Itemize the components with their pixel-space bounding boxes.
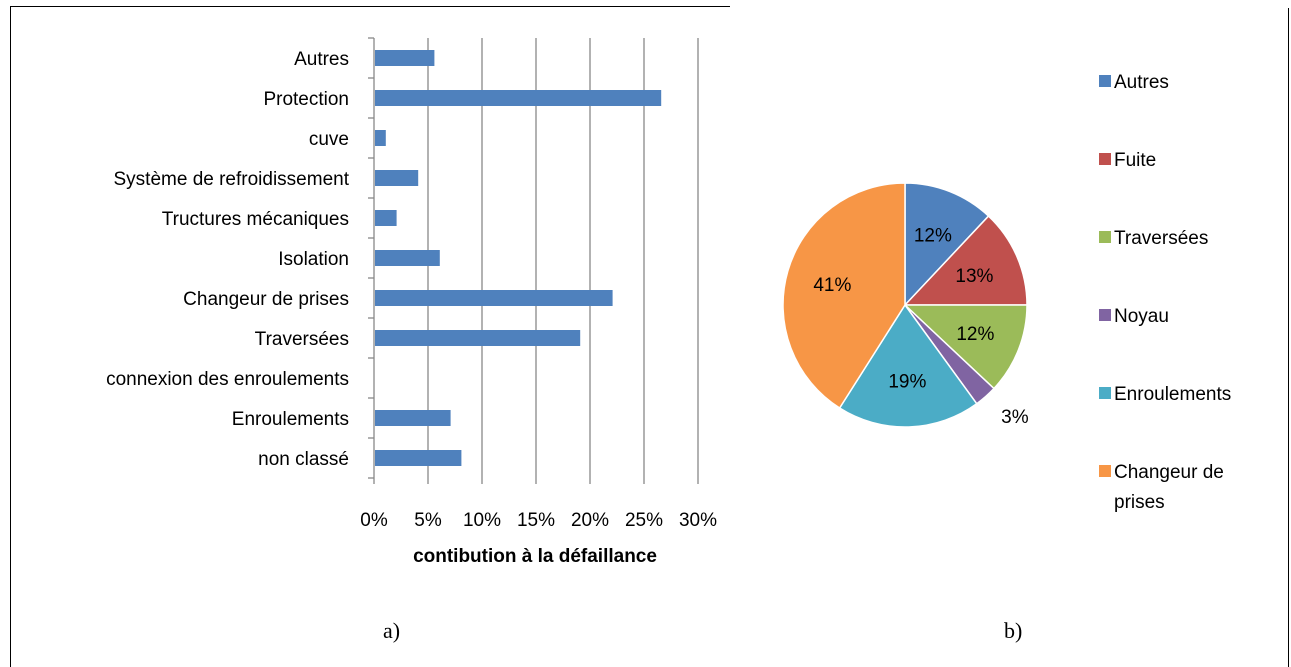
legend-label: Fuite xyxy=(1114,150,1156,171)
pie-slice xyxy=(838,303,978,428)
bar xyxy=(375,410,451,426)
pie-slice xyxy=(904,182,990,307)
legend-swatch xyxy=(1099,153,1111,165)
bar-category-label: Isolation xyxy=(278,249,349,270)
legend-label: Autres xyxy=(1114,72,1169,93)
bar xyxy=(375,170,419,186)
bar xyxy=(375,90,662,106)
caption-a: a) xyxy=(383,618,401,643)
bar-category-label: Protection xyxy=(263,89,349,110)
bar-category-label: Tructures mécaniques xyxy=(162,209,349,230)
legend-label: Changeur de xyxy=(1114,462,1224,483)
bar-category-label: Traversées xyxy=(255,329,349,350)
legend-swatch xyxy=(1099,309,1111,321)
pie-data-label: 3% xyxy=(1001,407,1029,428)
bar xyxy=(375,250,440,266)
pie-data-label: 13% xyxy=(955,266,993,287)
legend-label: Noyau xyxy=(1114,306,1169,327)
bar-category-label: Système de refroidissement xyxy=(114,169,350,190)
legend-label: Traversées xyxy=(1114,228,1208,249)
pie-slice xyxy=(782,182,906,410)
pie-data-label: 19% xyxy=(888,372,926,393)
bar-x-tick-label: 20% xyxy=(571,510,609,531)
bar-x-tick-label: 5% xyxy=(414,510,442,531)
bar-series xyxy=(375,50,662,466)
frame-gap xyxy=(730,4,1290,8)
bar-category-label: non classé xyxy=(258,449,349,470)
pie-data-label: 41% xyxy=(813,275,851,296)
bar-category-label: Autres xyxy=(294,49,349,70)
bar-gridlines xyxy=(368,37,699,484)
pie-data-label: 12% xyxy=(956,324,994,345)
bar-category-label: connexion des enroulements xyxy=(106,369,349,390)
bar xyxy=(375,290,613,306)
pie-data-label: 12% xyxy=(914,226,952,247)
bar xyxy=(375,130,386,146)
bar xyxy=(375,450,462,466)
legend-swatch xyxy=(1099,75,1111,87)
bar-category-labels: Autres Protection cuve Système de refroidis… xyxy=(106,49,350,470)
bar-x-tick-label: 10% xyxy=(463,510,501,531)
bar-category-label: Changeur de prises xyxy=(183,289,349,310)
pie-chart-b: 12%13%12%3%19%41% AutresFuiteTraverséesN… xyxy=(782,72,1231,513)
caption-b: b) xyxy=(1004,618,1023,643)
pie-slices xyxy=(782,182,1028,428)
legend-swatch xyxy=(1099,231,1111,243)
figure-frame xyxy=(10,6,1289,667)
bar-x-tick-label: 30% xyxy=(679,510,717,531)
legend-swatch xyxy=(1099,465,1111,477)
bar-chart-a: Autres Protection cuve Système de refroidis… xyxy=(106,37,717,567)
pie-legend: Autres Fuite Traversées Noyau Enroulements Ch… xyxy=(1099,72,1231,513)
legend-label: prises xyxy=(1114,492,1165,513)
bar-category-label: cuve xyxy=(309,129,349,150)
bar-x-tick-labels: 0% 5% 10% 15% 20% 25% 30% xyxy=(360,510,717,531)
bar-x-tick-label: 25% xyxy=(625,510,663,531)
legend-label: Enroulements xyxy=(1114,384,1231,405)
bar-category-label: Enroulements xyxy=(232,409,349,430)
bar xyxy=(375,330,581,346)
bar xyxy=(375,210,397,226)
pie-slice xyxy=(903,215,1028,306)
pie-slice xyxy=(903,304,1028,390)
bar-x-axis-title: contibution à la défaillance xyxy=(413,546,657,567)
pie-data-labels: 12%13%12%3%19%41% xyxy=(813,226,1028,428)
legend-swatch xyxy=(1099,387,1111,399)
bar xyxy=(375,50,435,66)
bar-x-tick-label: 0% xyxy=(360,510,388,531)
bar-x-tick-label: 15% xyxy=(517,510,555,531)
